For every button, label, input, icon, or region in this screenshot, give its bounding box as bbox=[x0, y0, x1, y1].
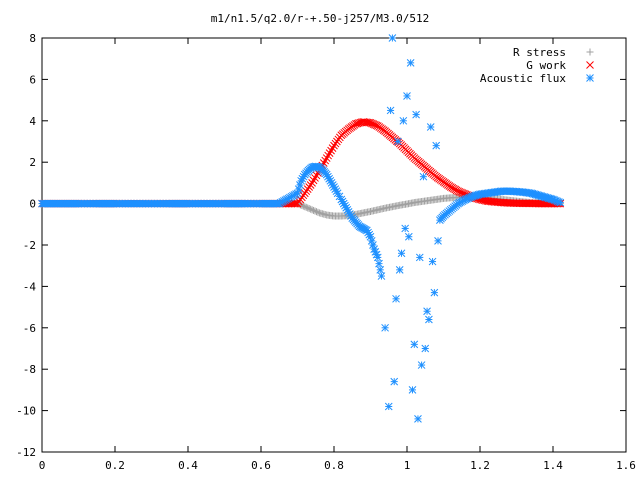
data-point bbox=[404, 232, 413, 241]
series-2 bbox=[38, 34, 565, 423]
x-tick-label: 1 bbox=[404, 459, 411, 472]
x-tick-label: 0.8 bbox=[324, 459, 344, 472]
data-point bbox=[353, 119, 362, 128]
data-point bbox=[381, 323, 389, 332]
data-point bbox=[308, 206, 316, 214]
data-point bbox=[394, 137, 402, 146]
data-point bbox=[421, 344, 430, 353]
data-point bbox=[328, 144, 337, 152]
axis-ticks: 0 0.2 0.4 0.6 0.8 1 1.2 1.4 1.6 -12 -10 -8 -6 -4 -2 0 2 4… bbox=[16, 32, 636, 472]
x-tick-label: 0 bbox=[39, 459, 46, 472]
data-point bbox=[415, 253, 424, 262]
y-tick-label: -6 bbox=[23, 322, 36, 335]
data-point bbox=[556, 198, 565, 207]
plot-frame bbox=[41, 37, 627, 453]
data-point bbox=[414, 415, 422, 423]
data-point bbox=[399, 116, 408, 125]
chart-title: m1/n1.5/q2.0/r-+.50-j257/M3.0/512 bbox=[211, 12, 430, 25]
x-tick-label: 0.2 bbox=[105, 459, 125, 472]
data-point bbox=[321, 156, 330, 165]
legend-marker bbox=[586, 48, 594, 56]
legend-marker bbox=[586, 61, 594, 69]
data-point bbox=[392, 294, 400, 303]
y-tick-label: -4 bbox=[23, 280, 37, 293]
y-tick-label: -12 bbox=[16, 446, 36, 459]
y-tick-label: 6 bbox=[29, 73, 36, 86]
legend-label: R stress bbox=[513, 46, 566, 59]
data-point bbox=[426, 123, 435, 131]
data-point bbox=[377, 272, 386, 280]
data-point bbox=[305, 205, 313, 213]
data-point bbox=[430, 288, 439, 297]
data-point bbox=[410, 340, 419, 349]
data-point bbox=[408, 386, 417, 394]
data-point bbox=[301, 203, 309, 211]
data-point bbox=[375, 259, 383, 268]
data-point bbox=[390, 377, 399, 386]
data-points bbox=[38, 34, 565, 423]
data-point bbox=[425, 315, 433, 324]
data-point bbox=[311, 174, 319, 182]
data-point bbox=[325, 149, 334, 157]
data-point bbox=[386, 106, 395, 115]
data-point bbox=[302, 203, 310, 211]
data-point bbox=[395, 265, 404, 274]
data-point bbox=[312, 208, 320, 216]
data-point bbox=[322, 154, 331, 162]
x-tick-label: 1.6 bbox=[616, 459, 636, 472]
data-point bbox=[309, 176, 318, 185]
data-point bbox=[401, 224, 410, 233]
y-tick-label: 0 bbox=[29, 198, 36, 211]
data-point bbox=[314, 208, 322, 216]
data-point bbox=[417, 361, 426, 369]
data-point bbox=[308, 179, 316, 187]
data-point bbox=[352, 120, 360, 128]
data-point bbox=[388, 34, 397, 42]
x-tick-label: 1.2 bbox=[470, 459, 490, 472]
y-tick-label: 2 bbox=[29, 156, 36, 169]
data-point bbox=[419, 172, 428, 181]
legend-marker bbox=[586, 74, 594, 82]
data-point bbox=[432, 141, 441, 150]
y-tick-label: 4 bbox=[29, 115, 36, 128]
data-point bbox=[327, 146, 335, 155]
data-point bbox=[311, 207, 319, 215]
data-point bbox=[434, 237, 442, 245]
y-tick-label: -10 bbox=[16, 405, 36, 418]
data-point bbox=[397, 249, 406, 258]
data-point bbox=[324, 151, 333, 160]
legend-label: Acoustic flux bbox=[480, 72, 566, 85]
y-tick-label: -2 bbox=[23, 239, 36, 252]
data-point bbox=[363, 118, 372, 127]
data-point bbox=[406, 58, 415, 67]
data-point bbox=[310, 206, 318, 214]
data-point bbox=[299, 202, 307, 210]
data-point bbox=[365, 118, 373, 127]
x-tick-label: 0.6 bbox=[251, 459, 271, 472]
data-point bbox=[428, 257, 437, 266]
x-tick-label: 0.4 bbox=[178, 459, 198, 472]
y-tick-label: -8 bbox=[23, 363, 36, 376]
data-point bbox=[403, 92, 411, 100]
legend-label: G work bbox=[526, 59, 566, 72]
x-tick-label: 1.4 bbox=[543, 459, 563, 472]
data-point bbox=[423, 307, 431, 316]
data-point bbox=[307, 205, 315, 213]
y-tick-label: 8 bbox=[29, 32, 36, 45]
data-point bbox=[412, 110, 420, 119]
data-point bbox=[304, 204, 312, 212]
data-point bbox=[384, 402, 393, 411]
data-point bbox=[373, 253, 382, 262]
data-point bbox=[376, 265, 385, 274]
data-point bbox=[554, 198, 563, 206]
data-point bbox=[290, 199, 299, 208]
